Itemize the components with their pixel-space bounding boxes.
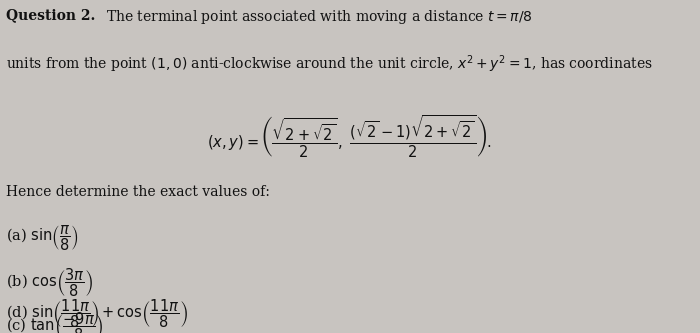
Text: units from the point $(1, 0)$ anti-clockwise around the unit circle, $x^2 + y^2 : units from the point $(1, 0)$ anti-clock… bbox=[6, 53, 652, 75]
Text: (a) $\sin\!\left(\dfrac{\pi}{8}\right)$: (a) $\sin\!\left(\dfrac{\pi}{8}\right)$ bbox=[6, 223, 78, 253]
Text: (d) $\sin\!\left(\dfrac{11\pi}{8}\right) + \cos\!\left(\dfrac{11\pi}{8}\right)$: (d) $\sin\!\left(\dfrac{11\pi}{8}\right)… bbox=[6, 297, 188, 330]
Text: $(x, y) = \left( \dfrac{\sqrt{2+\sqrt{2}}}{2},\ \dfrac{(\sqrt{2}-1)\sqrt{2+\sqrt: $(x, y) = \left( \dfrac{\sqrt{2+\sqrt{2}… bbox=[207, 113, 493, 160]
Text: Question 2.: Question 2. bbox=[6, 8, 95, 22]
Text: (b) $\cos\!\left(\dfrac{3\pi}{8}\right)$: (b) $\cos\!\left(\dfrac{3\pi}{8}\right)$ bbox=[6, 266, 93, 299]
Text: The terminal point associated with moving a distance $t = \pi/8$: The terminal point associated with movin… bbox=[106, 8, 533, 26]
Text: (c) $\tan\!\left(\dfrac{-9\pi}{8}\right)$: (c) $\tan\!\left(\dfrac{-9\pi}{8}\right)… bbox=[6, 310, 104, 333]
Text: Hence determine the exact values of:: Hence determine the exact values of: bbox=[6, 185, 270, 199]
